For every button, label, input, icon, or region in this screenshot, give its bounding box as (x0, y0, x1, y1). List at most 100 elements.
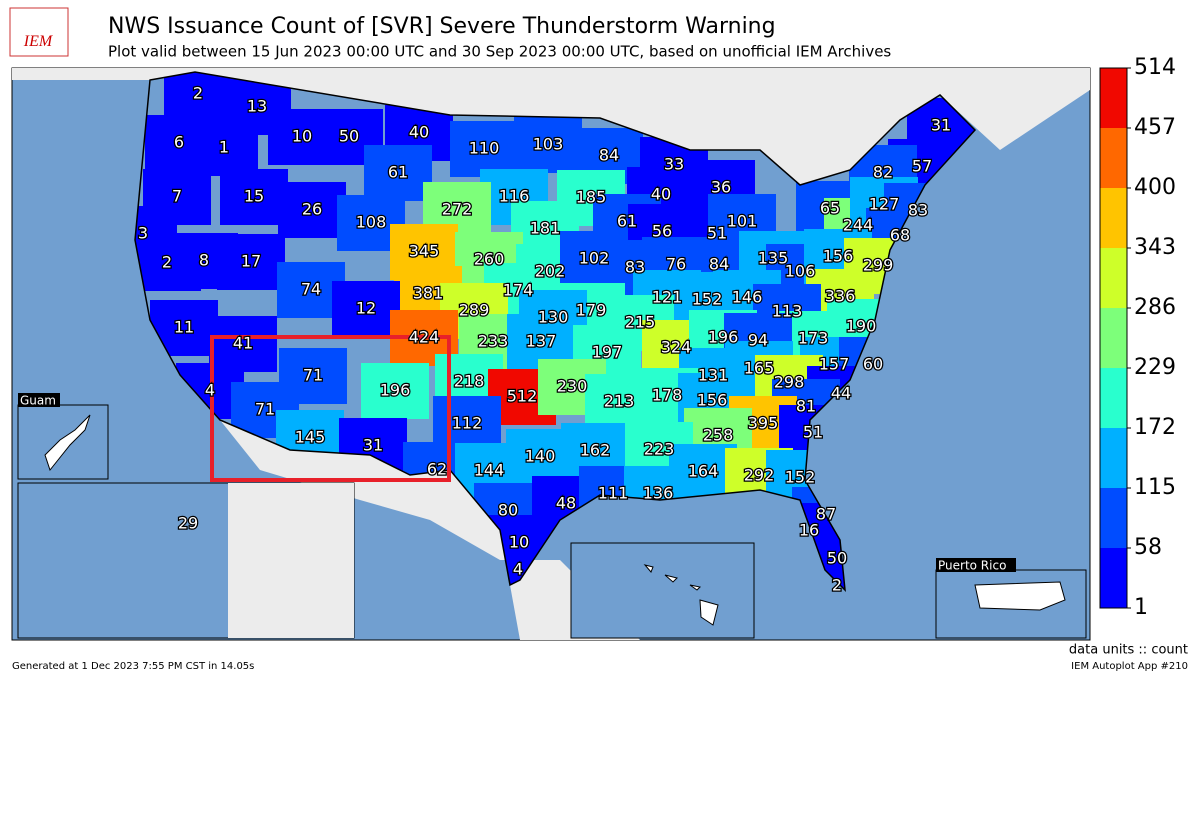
count-label: 130 (538, 308, 569, 327)
count-label: 233 (478, 332, 509, 351)
count-label: 110 (469, 139, 500, 158)
colorbar-label: 172 (1134, 415, 1176, 440)
colorbar-bin (1100, 128, 1127, 188)
count-label: 395 (748, 414, 779, 433)
count-label: 12 (356, 299, 376, 318)
colorbar-label: 514 (1134, 55, 1176, 80)
count-label: 17 (241, 252, 261, 271)
count-label: 83 (625, 258, 645, 277)
colorbar-bin (1100, 68, 1127, 128)
guam-shape (44, 414, 91, 472)
hawaii-inset (570, 542, 755, 639)
count-label: 127 (869, 195, 900, 214)
count-label: 50 (339, 127, 359, 146)
count-label: 10 (509, 533, 529, 552)
count-label: 57 (912, 157, 932, 176)
canada-inset (228, 483, 354, 638)
app: IEM Autoplot App #210 (1071, 661, 1188, 672)
count-label: 4 (513, 560, 523, 579)
count-label: 298 (774, 373, 805, 392)
count-label: 2 (193, 84, 203, 103)
inset-tag (18, 393, 60, 407)
inset-tag (936, 558, 1016, 572)
count-label: 121 (652, 288, 683, 307)
inset-label: Puerto Rico (938, 559, 1006, 573)
region (164, 72, 232, 122)
count-label: 71 (255, 400, 275, 419)
count-label: 111 (598, 484, 629, 503)
region (332, 281, 400, 337)
count-label: 29 (178, 514, 198, 533)
count-label: 512 (507, 387, 538, 406)
region (217, 234, 285, 290)
count-label: 196 (380, 381, 411, 400)
count-label: 40 (651, 185, 671, 204)
count-label: 215 (625, 313, 656, 332)
count-label: 140 (525, 447, 556, 466)
count-label: 162 (580, 441, 611, 460)
count-label: 244 (843, 216, 874, 235)
count-label: 136 (643, 484, 674, 503)
count-label: 15 (244, 187, 264, 206)
count-label: 137 (526, 332, 557, 351)
count-label: 31 (363, 436, 383, 455)
colorbar-bin (1100, 488, 1127, 548)
count-label: 113 (772, 302, 803, 321)
count-label: 345 (409, 242, 440, 261)
hawaii-shape (643, 564, 719, 626)
count-label: 336 (825, 287, 856, 306)
count-label: 156 (823, 247, 854, 266)
count-label: 50 (827, 549, 847, 568)
count-label: 424 (409, 328, 440, 347)
count-label: 135 (758, 249, 789, 268)
region (220, 169, 288, 225)
colorbar-label: 229 (1134, 355, 1176, 380)
region (450, 121, 518, 177)
count-label: 13 (247, 97, 267, 116)
count-label: 41 (233, 334, 253, 353)
count-label: 94 (748, 331, 768, 350)
count-label: 190 (846, 317, 877, 336)
count-label: 213 (604, 392, 635, 411)
count-label: 81 (796, 397, 816, 416)
count-label: 289 (459, 301, 490, 320)
highlight-box (210, 335, 451, 482)
colorbar-bin (1100, 188, 1127, 248)
count-label: 87 (816, 505, 836, 524)
region (278, 182, 346, 238)
count-label: 6 (174, 133, 184, 152)
count-label: 2 (162, 253, 172, 272)
count-label: 196 (708, 328, 739, 347)
region (361, 363, 429, 419)
count-label: 51 (707, 224, 727, 243)
count-label: 61 (388, 163, 408, 182)
logo (9, 7, 69, 57)
colorbar-label: 457 (1134, 115, 1176, 140)
count-label: 84 (599, 146, 619, 165)
count-label: 174 (503, 281, 534, 300)
count-label: 4 (205, 381, 215, 400)
title: NWS Issuance Count of [SVR] Severe Thund… (108, 14, 776, 39)
count-label: 185 (576, 188, 607, 207)
count-label: 179 (576, 301, 607, 320)
count-label: 258 (703, 426, 734, 445)
count-label: 152 (785, 468, 816, 487)
count-label: 56 (652, 222, 672, 241)
colorbar-label: 115 (1134, 475, 1176, 500)
count-label: 146 (732, 288, 763, 307)
count-label: 2 (832, 576, 842, 595)
count-label: 202 (535, 262, 566, 281)
count-label: 10 (292, 127, 312, 146)
count-label: 156 (697, 391, 728, 410)
count-label: 11 (174, 318, 194, 337)
count-label: 51 (803, 423, 823, 442)
count-label: 260 (474, 250, 505, 269)
region (190, 120, 258, 176)
count-label: 36 (711, 178, 731, 197)
logo-text: IEM (23, 33, 54, 50)
colorbar-label: 343 (1134, 235, 1176, 260)
count-label: 145 (295, 428, 326, 447)
inset-label: Guam (20, 394, 56, 408)
count-label: 68 (890, 226, 910, 245)
us-outline (134, 71, 977, 593)
